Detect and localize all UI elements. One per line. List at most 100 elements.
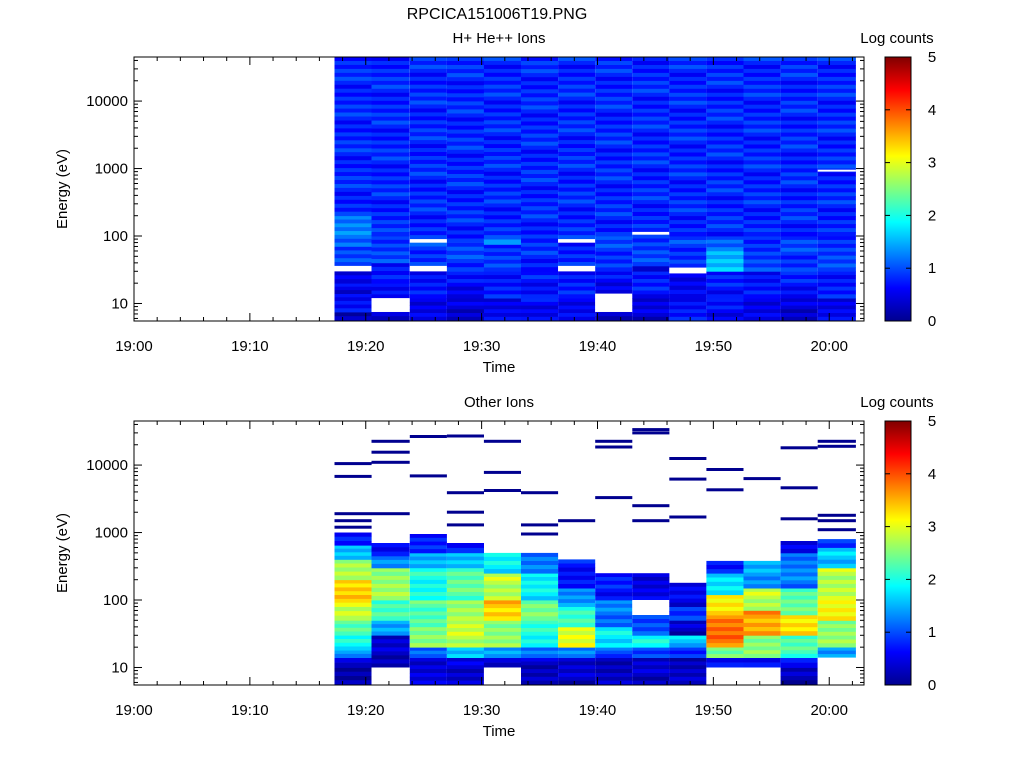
- heatmap-cell: [521, 259, 559, 264]
- heatmap-cell: [669, 259, 707, 265]
- heatmap-cell: [632, 661, 670, 666]
- heatmap-cell: [743, 152, 781, 157]
- heatmap-cell: [780, 184, 818, 189]
- heatmap-gap: [483, 667, 521, 685]
- heatmap-cell: [334, 300, 372, 305]
- heatmap-cell: [521, 584, 559, 589]
- heatmap-line: [706, 488, 744, 492]
- heatmap-cell: [595, 263, 633, 268]
- heatmap-cell: [817, 604, 856, 609]
- heatmap-cell: [632, 316, 670, 321]
- heatmap-cell: [743, 251, 781, 256]
- heatmap-cell: [743, 642, 781, 647]
- heatmap-cell: [521, 250, 559, 256]
- heatmap-cell: [706, 662, 744, 668]
- heatmap-cell: [334, 68, 372, 74]
- heatmap-cell: [521, 137, 559, 143]
- heatmap-cell: [334, 227, 372, 232]
- heatmap-cell: [334, 207, 372, 213]
- heatmap-cell: [743, 164, 781, 169]
- heatmap-cell: [521, 616, 559, 621]
- heatmap-cell: [409, 215, 447, 220]
- heatmap-cell: [595, 200, 633, 205]
- heatmap-cell: [632, 112, 670, 118]
- heatmap-cell: [558, 673, 596, 678]
- heatmap-cell: [595, 615, 633, 620]
- heatmap-cell: [483, 203, 521, 208]
- heatmap-cell: [409, 191, 447, 196]
- heatmap-line: [334, 462, 372, 466]
- heatmap-cell: [409, 128, 447, 133]
- heatmap-cell: [669, 116, 707, 122]
- heatmap-cell: [409, 61, 447, 66]
- heatmap-cell: [521, 218, 559, 223]
- heatmap-cell: [632, 573, 670, 578]
- heatmap-cell: [446, 547, 484, 554]
- heatmap-cell: [780, 96, 818, 102]
- heatmap-cell: [595, 286, 633, 291]
- heatmap-cell: [521, 267, 559, 272]
- heatmap-cell: [446, 109, 484, 114]
- heatmap-cell: [743, 112, 781, 118]
- heatmap-cell: [817, 547, 856, 552]
- heatmap-line: [817, 439, 856, 443]
- heatmap-cell: [595, 573, 633, 578]
- heatmap-cell: [371, 543, 410, 548]
- heatmap-cell: [409, 223, 447, 228]
- heatmap-cell: [780, 623, 818, 628]
- heatmap-line: [483, 489, 521, 492]
- heatmap-cell: [669, 128, 707, 133]
- heatmap-cell: [483, 159, 521, 165]
- heatmap-cell: [409, 258, 447, 263]
- heatmap-cell: [706, 313, 744, 318]
- heatmap-cell: [706, 168, 744, 173]
- heatmap-cell: [446, 234, 484, 239]
- heatmap-cell: [743, 584, 781, 589]
- heatmap-cell: [632, 592, 670, 597]
- heatmap-cell: [521, 161, 559, 167]
- heatmap-cell: [409, 316, 447, 321]
- y-axis-label: Energy (eV): [54, 149, 71, 229]
- heatmap-cell: [669, 84, 707, 90]
- heatmap-cell: [706, 136, 744, 141]
- heatmap-cell: [371, 579, 410, 585]
- heatmap-cell: [483, 223, 521, 228]
- heatmap-cell: [743, 104, 781, 110]
- x-tick-label: 19:50: [695, 702, 733, 719]
- heatmap-cell: [780, 595, 818, 600]
- heatmap-cell: [780, 263, 818, 268]
- heatmap-cell: [521, 635, 559, 640]
- heatmap-cell: [558, 215, 596, 220]
- x-tick-label: 19:40: [579, 338, 617, 355]
- heatmap-cell: [446, 298, 484, 303]
- heatmap-cell: [409, 282, 447, 287]
- heatmap-cell: [669, 650, 707, 655]
- heatmap-cell: [446, 575, 484, 581]
- heatmap-cell: [334, 286, 372, 291]
- heatmap-cell: [706, 132, 744, 137]
- heatmap-cell: [483, 290, 521, 295]
- heatmap-cell: [669, 243, 707, 249]
- heatmap-cell: [817, 316, 856, 321]
- heatmap-cell: [743, 172, 781, 177]
- heatmap-cell: [334, 646, 372, 651]
- heatmap-cell: [743, 286, 781, 291]
- heatmap-cell: [483, 631, 521, 636]
- heatmap-cell: [558, 207, 596, 212]
- heatmap-cell: [706, 144, 744, 149]
- heatmap-cell: [558, 286, 596, 291]
- heatmap-cell: [632, 676, 670, 681]
- heatmap-cell: [483, 624, 521, 629]
- heatmap-cell: [371, 243, 410, 248]
- heatmap-cell: [334, 164, 372, 169]
- heatmap-cell: [371, 204, 410, 209]
- heatmap-cell: [334, 635, 372, 640]
- heatmap-cell: [817, 279, 856, 284]
- heatmap-cell: [334, 671, 372, 677]
- heatmap-cell: [632, 61, 670, 66]
- heatmap-cell: [521, 105, 559, 110]
- heatmap-cell: [334, 297, 372, 302]
- heatmap-cell: [669, 232, 707, 237]
- heatmap-cell: [483, 219, 521, 224]
- heatmap-cell: [817, 579, 856, 585]
